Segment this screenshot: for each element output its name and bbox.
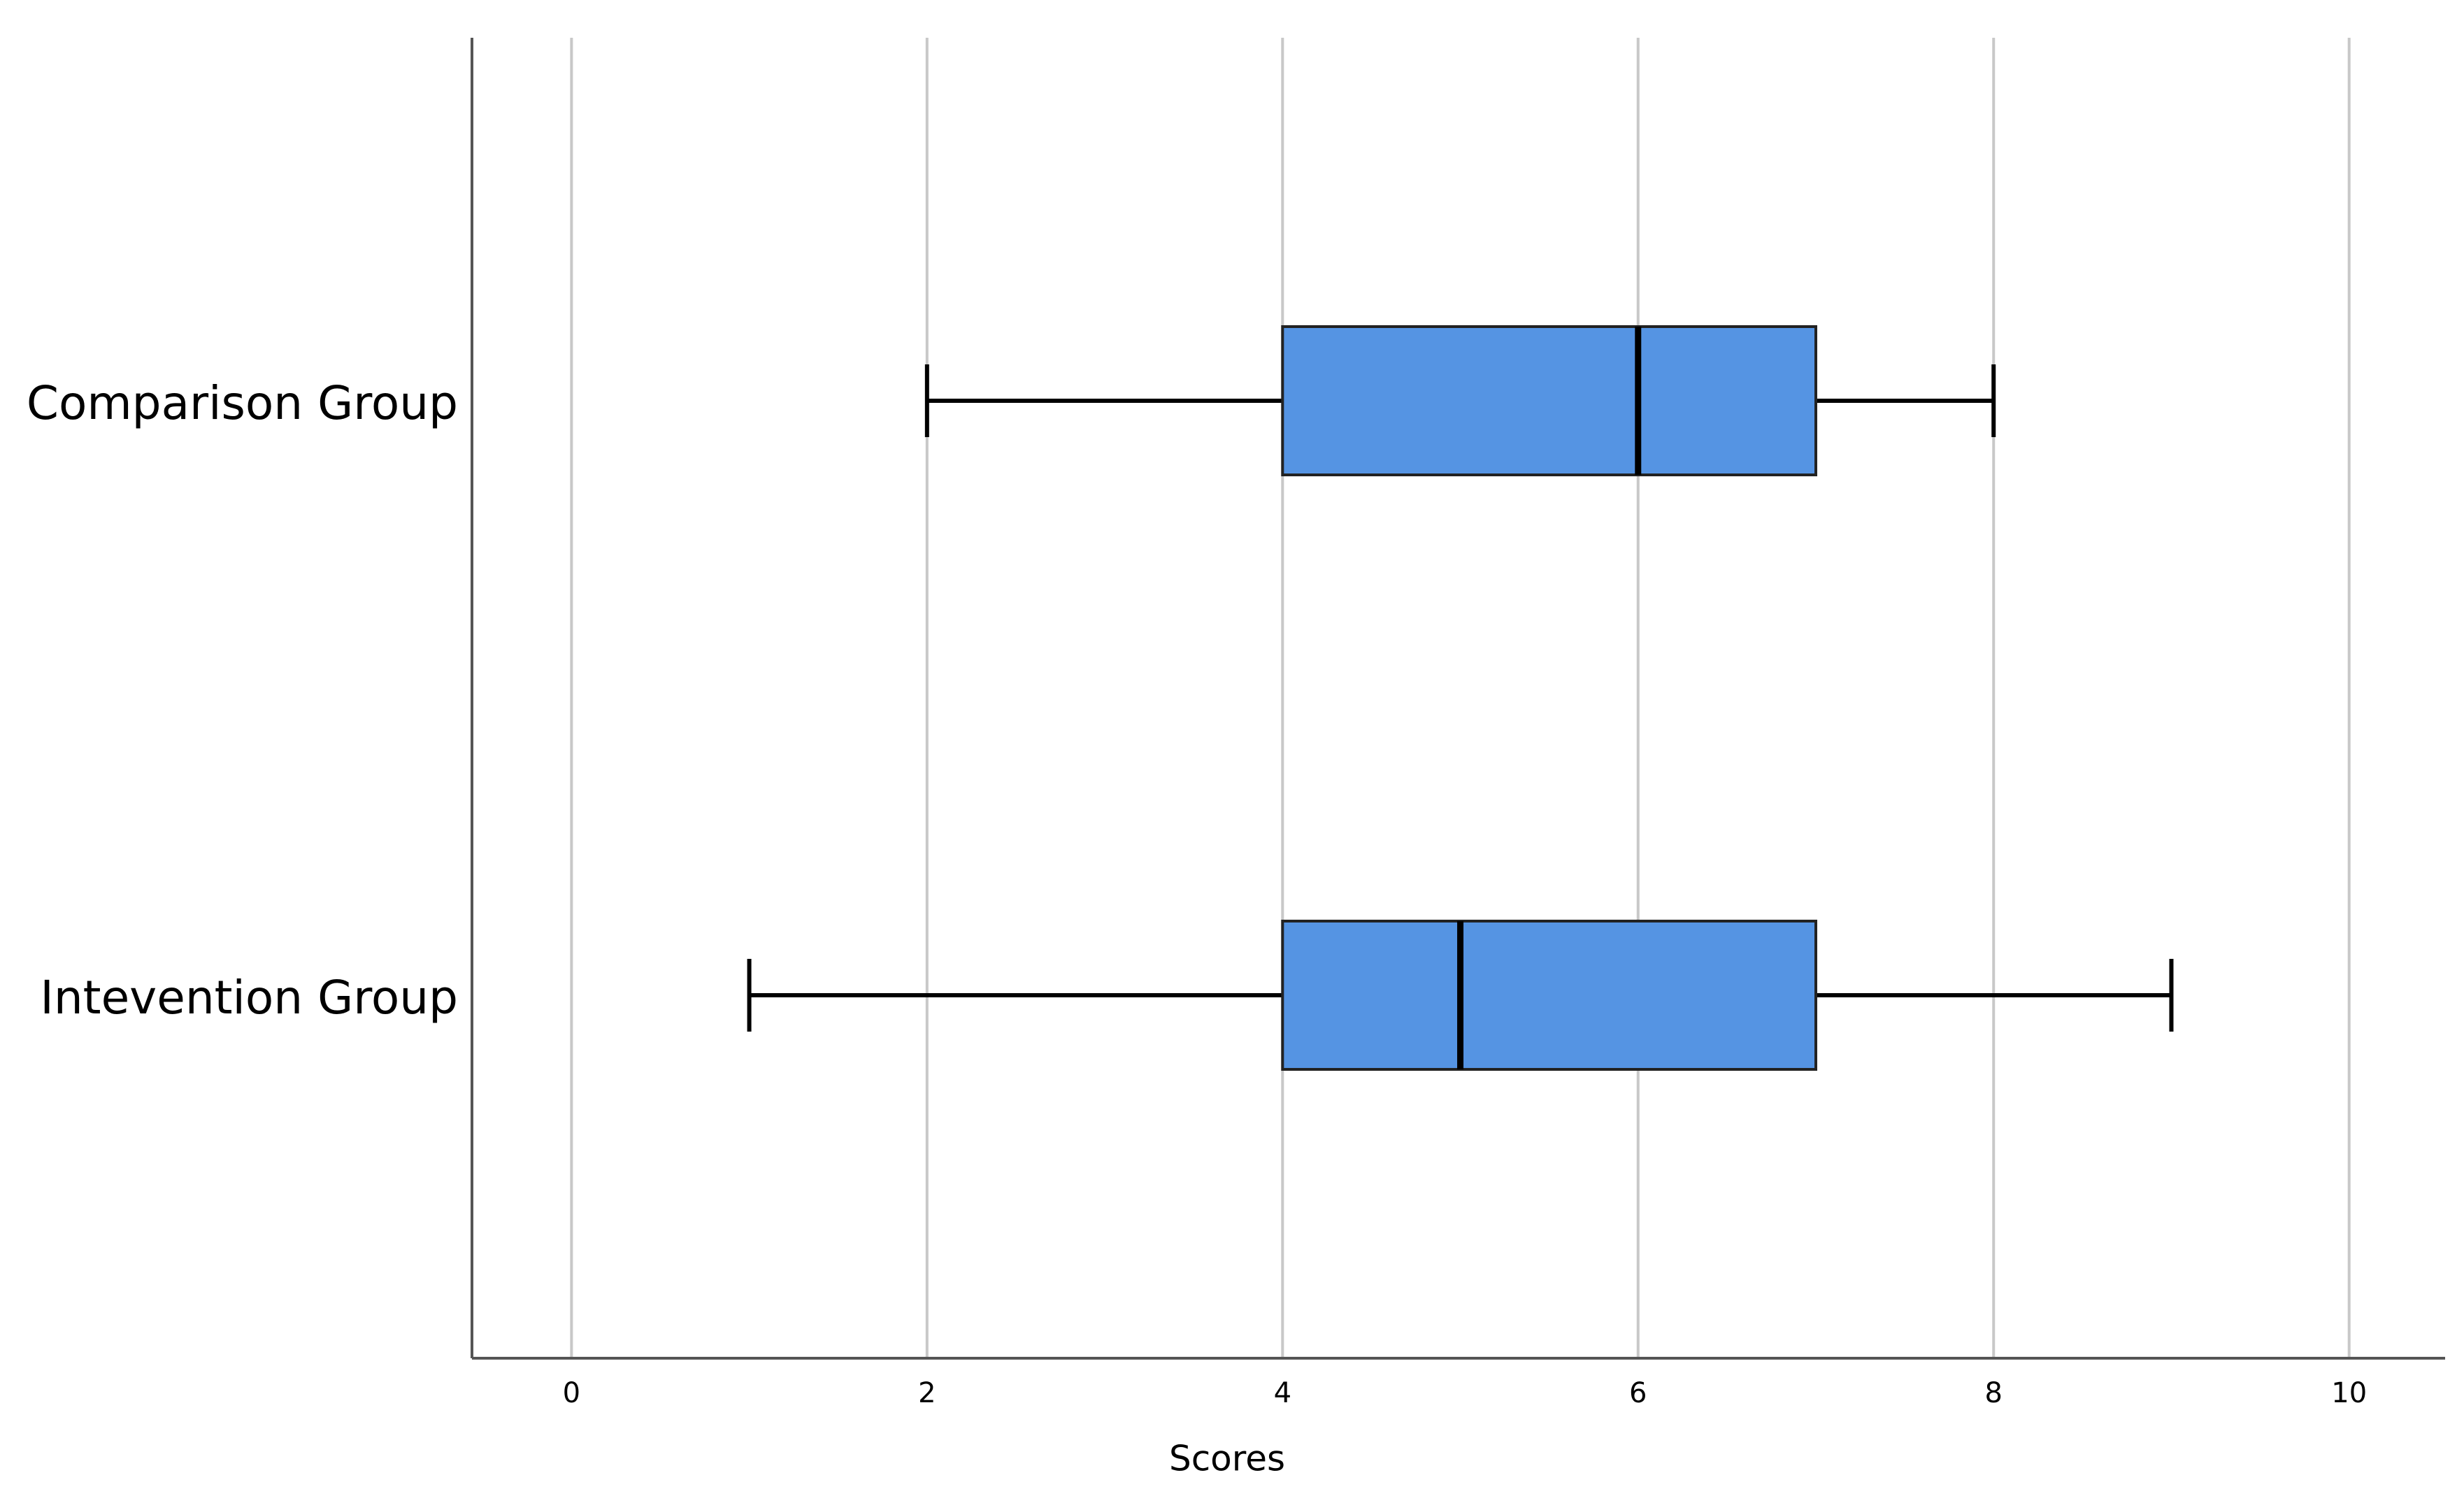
x-tick-label: 0 — [563, 1377, 580, 1409]
category-label: Intevention Group — [40, 971, 458, 1025]
x-tick-label: 2 — [918, 1377, 936, 1409]
x-tick-label: 10 — [2331, 1377, 2367, 1409]
x-axis-label: Scores — [1169, 1439, 1285, 1479]
box — [1281, 920, 1818, 1071]
x-tick-label: 4 — [1274, 1377, 1291, 1409]
category-label: Comparison Group — [27, 376, 458, 430]
x-tick-label: 8 — [1985, 1377, 2003, 1409]
box — [1281, 325, 1818, 476]
x-tick-label: 6 — [1629, 1377, 1647, 1409]
